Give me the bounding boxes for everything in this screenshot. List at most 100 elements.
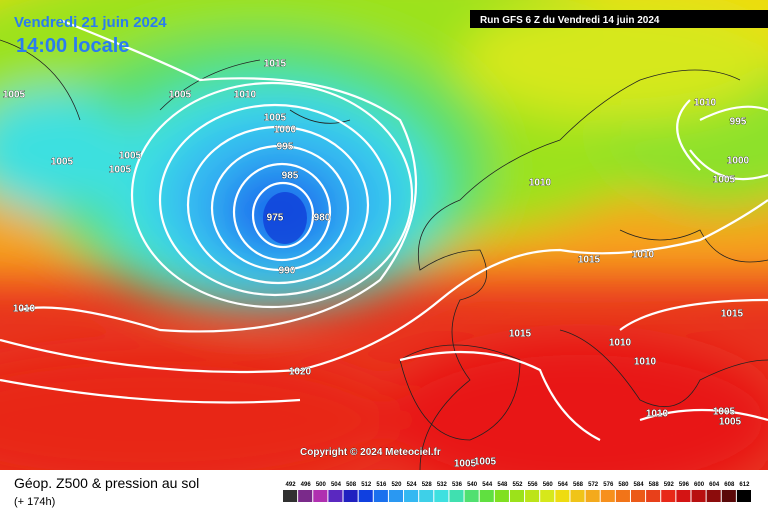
isobar-label: 980 (314, 213, 331, 224)
legend-swatch (358, 490, 373, 502)
legend-swatch (464, 490, 479, 502)
isobar-label: 1010 (609, 338, 632, 349)
legend-swatch (494, 490, 509, 502)
legend-swatch (509, 490, 525, 502)
isobar-label: 1005 (713, 407, 736, 418)
date-label: Vendredi 21 juin 2024 (14, 14, 167, 31)
legend-swatch (646, 490, 661, 502)
legend-label: 496 (301, 482, 312, 488)
legend-swatch (419, 490, 434, 502)
legend-label: 516 (376, 482, 387, 488)
legend-swatch (721, 490, 736, 502)
legend-label: 568 (573, 482, 584, 488)
isobar-label: 1005 (719, 417, 742, 428)
legend-swatch (479, 490, 494, 502)
legend-label: 540 (467, 482, 478, 488)
isobar-label: 1015 (264, 59, 287, 70)
isobar-label: 1005 (109, 165, 132, 176)
legend-swatch (449, 490, 464, 502)
legend-swatch (661, 490, 676, 502)
legend-label: 588 (649, 482, 660, 488)
isobar-label: 1010 (234, 90, 257, 101)
run-label: Run GFS 6 Z du Vendredi 14 juin 2024 (480, 15, 660, 26)
isobar-label: 1010 (13, 304, 36, 315)
isobar-lines (0, 18, 768, 441)
footer-lead: (+ 174h) (14, 496, 55, 508)
legend-label: 532 (437, 482, 448, 488)
legend-label: 592 (664, 482, 675, 488)
legend-label: 492 (286, 482, 297, 488)
legend-swatch (691, 490, 706, 502)
legend: 492 496 500 504 508 512 516 520 524 528 532 536 540 5… (283, 482, 751, 502)
legend-label: 520 (391, 482, 402, 488)
isobar-label: 1005 (474, 457, 497, 468)
legend-swatch (585, 490, 600, 502)
isobar-label: 1005 (51, 157, 74, 168)
coastlines (0, 39, 768, 471)
legend-label: 524 (407, 482, 418, 488)
legend-swatch (706, 490, 721, 502)
legend-label: 560 (543, 482, 554, 488)
legend-label: 548 (497, 482, 508, 488)
legend-label: 556 (528, 482, 539, 488)
legend-label: 584 (634, 482, 645, 488)
isobar-label: 1015 (578, 255, 601, 266)
isobar-label: 1005 (169, 90, 192, 101)
legend-swatch (434, 490, 449, 502)
legend-swatch (328, 490, 343, 502)
time-label: 14:00 locale (16, 35, 129, 57)
legend-swatch (373, 490, 388, 502)
legend-swatch (676, 490, 691, 502)
legend-label: 564 (558, 482, 569, 488)
isobar-label: 1010 (632, 250, 655, 261)
legend-label: 596 (679, 482, 690, 488)
legend-label: 576 (603, 482, 614, 488)
isobar-label: 1005 (3, 90, 26, 101)
legend-swatch (540, 490, 555, 502)
isobar-label: 1010 (694, 98, 717, 109)
legend-label: 544 (482, 482, 493, 488)
isobar-label: 1005 (454, 459, 477, 470)
legend-swatch (343, 490, 358, 502)
legend-swatch (570, 490, 585, 502)
footer-title: Géop. Z500 & pression au sol (14, 475, 199, 491)
legend-label: 528 (422, 482, 433, 488)
isobar-label: 1015 (721, 309, 744, 320)
isobar-label: 995 (730, 117, 747, 128)
legend-swatch (736, 490, 751, 502)
legend-label: 504 (331, 482, 342, 488)
isobar-label: 1015 (509, 329, 532, 340)
legend-swatch (630, 490, 646, 502)
legend-swatch (555, 490, 570, 502)
legend-swatch (298, 490, 313, 502)
map-field (0, 0, 768, 500)
legend-label: 600 (694, 482, 705, 488)
isobar-label: 1020 (289, 367, 312, 378)
legend-label: 580 (618, 482, 629, 488)
isobar-label: 1000 (274, 125, 297, 136)
legend-label: 612 (739, 482, 750, 488)
isobar-label: 1005 (264, 113, 287, 124)
isobar-label: 1000 (727, 156, 750, 167)
legend-label: 552 (512, 482, 523, 488)
legend-swatch (404, 490, 419, 502)
isobar-label: 975 (267, 213, 284, 224)
legend-label: 508 (346, 482, 357, 488)
legend-swatch (283, 490, 298, 502)
isobar-label: 1010 (646, 409, 669, 420)
isobar-label: 995 (277, 142, 294, 153)
legend-swatch (525, 490, 540, 502)
isobar-label: 985 (282, 171, 299, 182)
legend-label: 608 (724, 482, 735, 488)
isobar-label: 1010 (529, 178, 552, 189)
legend-label: 536 (452, 482, 463, 488)
legend-swatch (313, 490, 328, 502)
legend-swatch (600, 490, 615, 502)
isobar-label: 1010 (634, 357, 657, 368)
run-box (470, 10, 768, 28)
isobar-label: 1005 (119, 151, 142, 162)
legend-label: 604 (709, 482, 720, 488)
